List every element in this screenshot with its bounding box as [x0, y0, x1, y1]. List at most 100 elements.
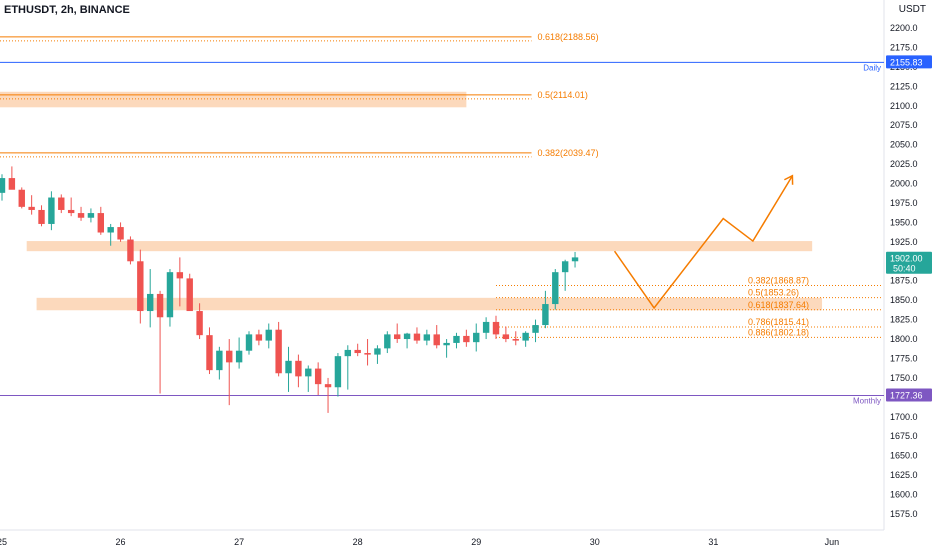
candle-body [561, 261, 569, 273]
candle-body [48, 197, 55, 224]
candle-body [492, 321, 500, 335]
x-tick-label: 31 [708, 537, 718, 547]
y-tick-label: 1675.0 [890, 431, 918, 441]
candle-body [522, 332, 529, 341]
y-tick-label: 1775.0 [890, 353, 918, 363]
supply-demand-zone-1 [26, 241, 813, 252]
x-tick-label: Jun [825, 537, 840, 547]
candle-body [364, 353, 371, 355]
candle-body [38, 209, 45, 224]
y-tick-label: 1600.0 [890, 490, 918, 500]
candle-body [463, 335, 470, 343]
candle-body [552, 272, 559, 305]
y-tick-label: 2125.0 [890, 81, 918, 91]
candle-body [482, 321, 490, 333]
candle-body [147, 293, 154, 312]
candle-body [512, 339, 519, 341]
fib-label-lower-3: 0.786(1815.41) [748, 317, 809, 327]
projection-arrowhead [784, 174, 794, 185]
candle-body [394, 334, 401, 340]
y-tick-label: 1750.0 [890, 373, 918, 383]
y-tick-label: 1875.0 [890, 276, 918, 286]
monthly-level-label: Monthly [853, 397, 881, 406]
supply-demand-zone-2 [36, 297, 823, 311]
candle-body [117, 227, 124, 240]
candle-body [0, 178, 6, 193]
candle-body [542, 304, 549, 326]
monthly-level-badge [886, 388, 932, 402]
x-tick-label: 30 [590, 537, 600, 547]
y-tick-label: 1950.0 [890, 217, 918, 227]
candle-body [374, 348, 381, 355]
candle-body [67, 209, 75, 214]
last-price-countdown: 50:40 [893, 264, 916, 274]
y-tick-label: 2025.0 [890, 159, 918, 169]
supply-demand-zone-0 [0, 91, 467, 108]
x-tick-label: 25 [0, 537, 7, 547]
candle-body [196, 311, 203, 336]
candle-body [107, 227, 114, 233]
projection-path [613, 175, 794, 310]
candle-body [265, 329, 272, 341]
y-tick-label: 1975.0 [890, 198, 918, 208]
y-tick-label: 1850.0 [890, 295, 918, 305]
candle-body [206, 335, 213, 371]
candle-body [285, 360, 292, 374]
x-tick-label: 27 [234, 537, 244, 547]
candle-body [324, 384, 332, 388]
candle-body [403, 333, 411, 340]
x-tick-label: 28 [353, 537, 363, 547]
x-tick-label: 29 [471, 537, 481, 547]
y-tick-label: 1800.0 [890, 334, 918, 344]
candle-body [186, 278, 193, 312]
fib-label-upper-2: 0.382(2039.47) [538, 148, 599, 158]
candle-body [334, 356, 342, 388]
candle-body [344, 349, 351, 357]
y-tick-label: 2075.0 [890, 120, 918, 130]
last-price-badge [886, 251, 932, 274]
x-tick-label: 26 [116, 537, 126, 547]
candle-body [176, 272, 184, 279]
daily-level-badge [886, 55, 932, 69]
y-tick-label: 2175.0 [890, 42, 918, 52]
monthly-level-badge-text: 1727.36 [890, 391, 923, 401]
candle-body [77, 213, 85, 218]
fib-label-lower-1: 0.5(1853.26) [748, 288, 799, 298]
candle-body [384, 334, 391, 349]
candle-body [275, 329, 282, 374]
candle-body [156, 293, 164, 318]
candle-body [58, 197, 65, 210]
fib-label-lower-2: 0.618(1837.64) [748, 300, 809, 310]
fib-label-upper-1: 0.5(2114.01) [538, 90, 588, 100]
candle-body [305, 368, 312, 377]
candle-body [502, 334, 510, 340]
fib-label-upper-0: 0.618(2188.56) [538, 32, 599, 42]
fib-label-lower-0: 0.382(1868.87) [748, 275, 809, 285]
candle-body [127, 239, 134, 262]
y-tick-label: 2100.0 [890, 101, 918, 111]
fib-label-lower-4: 0.886(1802.18) [748, 327, 809, 337]
candle-body [235, 350, 243, 363]
candle-body [137, 261, 144, 312]
candle-body [87, 213, 95, 218]
y-tick-label: 1925.0 [890, 237, 918, 247]
y-tick-label: 2000.0 [890, 179, 918, 189]
candle-body [226, 350, 233, 363]
daily-level-badge-text: 2155.83 [890, 57, 923, 67]
candle-body [97, 213, 104, 233]
y-tick-label: 1575.0 [890, 509, 918, 519]
candle-body [314, 368, 322, 385]
candle-body [532, 325, 539, 333]
candle-body [453, 335, 460, 343]
y-tick-label: 1825.0 [890, 315, 918, 325]
candle-body [8, 178, 16, 190]
price-unit: USDT [898, 4, 926, 15]
candle-body [423, 334, 431, 341]
candle-body [28, 206, 35, 210]
candle-body [166, 272, 174, 318]
y-tick-label: 2050.0 [890, 140, 918, 150]
candle-body [255, 334, 263, 341]
y-tick-label: 2200.0 [890, 23, 918, 33]
y-tick-label: 1650.0 [890, 451, 918, 461]
